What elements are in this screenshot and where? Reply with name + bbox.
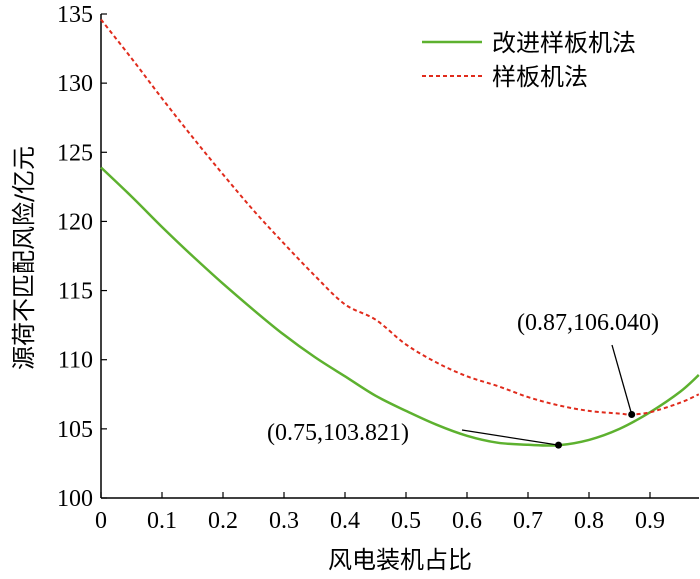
x-tick-label: 0.7	[513, 508, 543, 534]
series-group	[100, 18, 700, 447]
annotation-point	[628, 410, 636, 418]
x-tick-label: 0.9	[635, 508, 665, 534]
annotations: (0.87,106.040) (0.75,103.821)	[267, 310, 659, 449]
annotation-point	[555, 441, 562, 449]
series-line-1	[100, 166, 700, 447]
y-axis-title: 源荷不匹配风险/亿元	[10, 146, 38, 370]
series-line-2	[100, 18, 700, 416]
legend-label: 样板机法	[492, 63, 588, 91]
legend-label: 改进样板机法	[492, 29, 636, 57]
x-tick-label: 0.2	[208, 508, 238, 534]
x-tick-label: 0.1	[147, 508, 177, 534]
annotation-label: (0.87,106.040)	[517, 310, 659, 336]
x-tick-label: 0.6	[452, 508, 482, 534]
y-tick-label: 135	[57, 2, 93, 28]
y-tick-label: 100	[57, 486, 93, 512]
y-tick-label: 115	[58, 279, 93, 305]
x-tick-label: 0.3	[269, 508, 299, 534]
y-tick-label: 110	[58, 348, 93, 374]
x-tick-label: 0	[95, 508, 107, 534]
x-tick-label: 0.4	[330, 508, 360, 534]
annotation-leader	[611, 344, 633, 415]
x-axis-title: 风电装机占比	[328, 546, 472, 574]
x-tick-label: 0.8	[574, 508, 604, 534]
axes: 0 0.1 0.2 0.3 0.4 0.5 0.6 0.7 0.8 0.9 100 105 110 115…	[57, 2, 699, 534]
annotation-label: (0.75,103.821)	[267, 420, 409, 446]
y-tick-label: 105	[57, 417, 93, 443]
x-tick-label: 0.5	[391, 508, 421, 534]
y-tick-label: 125	[57, 140, 93, 166]
y-tick-label: 120	[57, 209, 93, 235]
y-tick-label: 130	[57, 71, 93, 97]
annotation-leader	[461, 429, 559, 446]
